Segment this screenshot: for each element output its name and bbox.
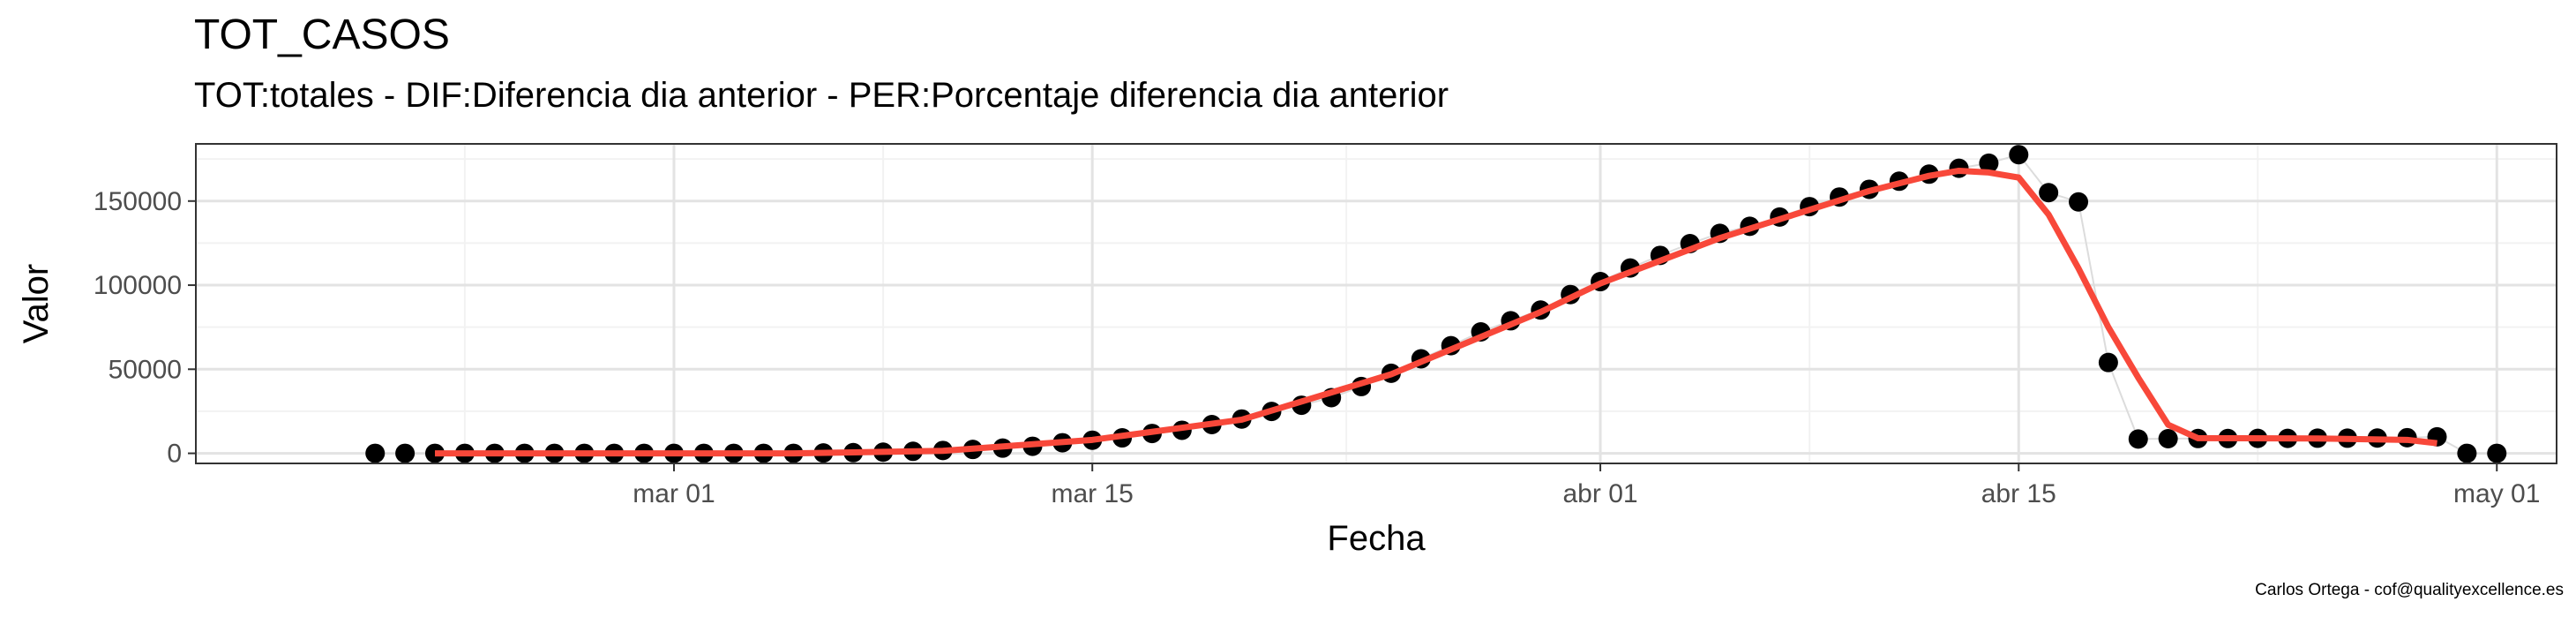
y-tick-label: 150000 [94,187,182,216]
data-point [2128,429,2148,449]
data-point [2457,443,2477,463]
smooth-line-layer [434,167,2437,457]
data-point [2069,192,2089,212]
x-tick-label: mar 01 [633,479,715,508]
data-point [395,443,416,463]
chart-subtitle: TOT:totales - DIF:Diferencia dia anterio… [194,76,1449,115]
y-axis-title: Valor [17,264,56,343]
data-point [2098,352,2118,372]
data-point [2487,443,2507,463]
x-tick-label: mar 15 [1052,479,1134,508]
smooth-line [434,167,2437,457]
panel-background [196,144,2557,463]
x-axis-title: Fecha [1327,519,1426,558]
x-tick-label: may 01 [2453,479,2540,508]
data-point [1979,153,1999,173]
y-tick-label: 0 [167,440,182,469]
axes: mar 01 mar 15 abr 01 abr 15 may 01 0 50000 1000… [94,187,2541,508]
points-layer [365,145,2507,463]
caption: Carlos Ortega - cof@qualityexcellence.es [2255,581,2564,599]
y-tick-label: 100000 [94,271,182,300]
x-tick-label: abr 01 [1563,479,1638,508]
data-point [2039,183,2059,203]
chart-title: TOT_CASOS [194,11,450,58]
data-point [365,443,386,463]
grid [196,144,2557,463]
data-point [2158,428,2178,448]
panel-border [195,143,2557,464]
x-tick-label: abr 15 [1981,479,2056,508]
y-tick-label: 50000 [109,355,182,384]
data-point [2009,145,2029,165]
